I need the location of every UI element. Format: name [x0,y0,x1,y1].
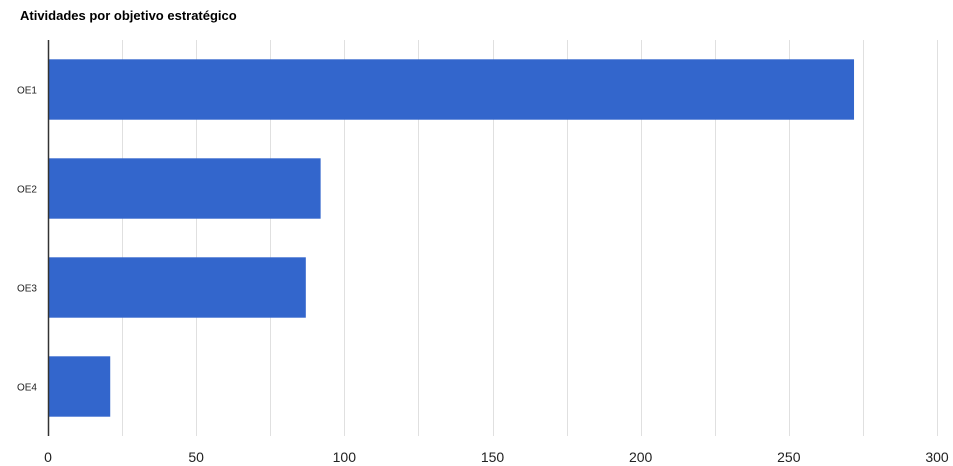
bar-oe3 [48,257,306,318]
x-tick-label-250: 250 [777,449,801,465]
labels-layer: OE1 OE2 OE3 OE4 0 50 100 150 200 250 300 [17,86,949,466]
x-tick-label-0: 0 [44,449,52,465]
grid-layer [122,40,938,436]
bars-layer [48,59,855,417]
x-tick-label-150: 150 [481,449,505,465]
category-label-oe4: OE4 [17,383,37,394]
category-label-oe2: OE2 [17,185,37,196]
x-tick-label-300: 300 [925,449,949,465]
x-tick-label-100: 100 [333,449,357,465]
bar-oe2 [48,158,321,219]
bar-oe4 [48,356,111,417]
x-tick-label-200: 200 [629,449,653,465]
chart-title: Atividades por objetivo estratégico [20,8,237,23]
category-label-oe1: OE1 [17,86,37,97]
category-label-oe3: OE3 [17,284,37,295]
x-tick-label-50: 50 [188,449,204,465]
bar-oe1 [48,59,855,120]
